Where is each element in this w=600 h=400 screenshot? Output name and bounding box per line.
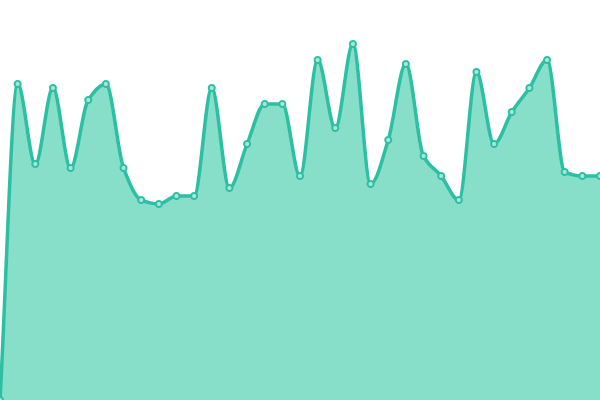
data-point-marker <box>154 200 163 208</box>
data-point-marker <box>560 168 569 176</box>
data-point-marker <box>13 80 22 88</box>
series-area <box>0 44 600 400</box>
data-point-marker <box>543 56 552 64</box>
data-point-marker <box>366 180 375 188</box>
data-point-marker <box>260 100 269 108</box>
data-point-marker <box>137 196 146 204</box>
data-point-marker <box>190 192 199 200</box>
data-point-marker <box>172 192 181 200</box>
data-point-marker <box>454 196 463 204</box>
data-point-marker <box>331 124 340 132</box>
data-point-marker <box>243 140 252 148</box>
data-point-marker <box>296 172 304 180</box>
data-point-marker <box>119 164 128 172</box>
data-point-marker <box>596 172 600 180</box>
data-point-marker <box>225 184 234 192</box>
data-point-marker <box>31 160 40 168</box>
data-point-marker <box>525 84 534 92</box>
data-point-marker <box>507 108 516 116</box>
data-point-marker <box>278 100 287 108</box>
data-point-marker <box>48 84 57 92</box>
data-point-marker <box>401 60 410 68</box>
data-point-marker <box>207 84 216 92</box>
data-point-marker <box>66 164 75 172</box>
data-point-marker <box>472 68 481 76</box>
data-point-marker <box>84 96 93 104</box>
data-point-markers <box>0 40 600 400</box>
data-point-marker <box>101 80 110 88</box>
data-point-marker <box>348 40 357 48</box>
data-point-marker <box>0 396 4 400</box>
data-point-marker <box>490 140 499 148</box>
data-point-marker <box>384 136 393 144</box>
data-point-marker <box>437 172 446 180</box>
series-group <box>0 40 600 400</box>
data-point-marker <box>578 172 587 180</box>
data-point-marker <box>313 56 322 64</box>
data-point-marker <box>419 152 428 160</box>
